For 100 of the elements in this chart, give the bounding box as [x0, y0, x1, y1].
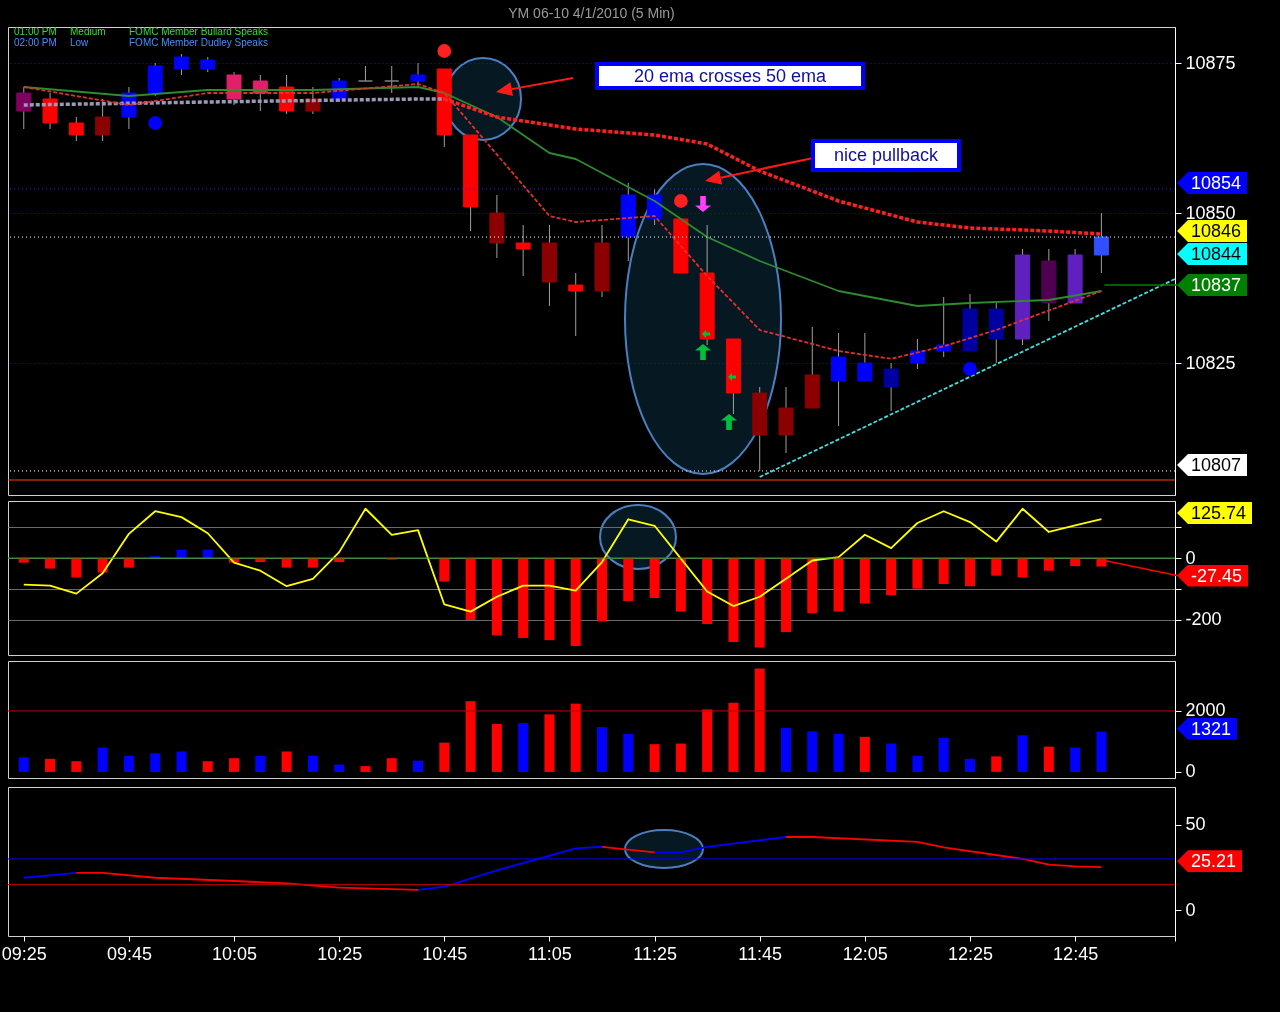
x-tick-label: 10:25 — [317, 943, 363, 964]
annotation: 01:00 PM — [14, 26, 57, 37]
x-tick-label: 12:45 — [1053, 943, 1099, 964]
bar — [71, 761, 82, 772]
candlestick — [857, 332, 873, 382]
bar — [649, 744, 660, 772]
bar — [912, 558, 923, 589]
bar — [675, 558, 686, 612]
bar — [991, 558, 1002, 576]
bar — [544, 558, 555, 641]
bar — [675, 743, 686, 772]
point — [437, 44, 452, 58]
bar — [649, 558, 660, 598]
bar — [150, 753, 161, 772]
bar — [1017, 735, 1028, 772]
x-tick-label: 11:05 — [528, 943, 572, 964]
y-tick-label: 0 — [1185, 899, 1196, 920]
bar — [518, 558, 529, 638]
bar — [597, 558, 608, 622]
x-tick-label: 11:45 — [738, 943, 783, 964]
bar — [1017, 558, 1028, 578]
y-tick-label: 10825 — [1185, 352, 1236, 373]
line-series — [22, 507, 1103, 613]
ref-line-label: 10846 — [1177, 220, 1248, 242]
bar — [255, 755, 266, 772]
bar — [491, 724, 502, 772]
bar — [1096, 731, 1107, 772]
bar — [833, 558, 844, 612]
chart-title: YM 06-10 4/1/2010 (5 Min) — [508, 5, 675, 21]
bar — [413, 760, 424, 772]
bar — [491, 558, 502, 636]
bar — [97, 747, 108, 772]
candlestick — [42, 92, 58, 130]
bar — [754, 668, 765, 772]
bar — [439, 742, 450, 772]
annotation: FOMC Member Bullard Speaks — [129, 26, 268, 37]
candlestick — [95, 98, 111, 142]
x-tick-label: 12:05 — [842, 943, 888, 964]
candlestick — [384, 65, 400, 94]
point — [963, 362, 977, 376]
bar — [281, 751, 292, 772]
candlestick — [357, 65, 373, 82]
bar — [518, 723, 529, 772]
bar — [702, 558, 713, 625]
bar — [623, 558, 634, 602]
bar — [123, 755, 134, 772]
text: 125.74 — [1177, 502, 1253, 525]
candlestick — [68, 116, 84, 142]
candlestick — [1093, 212, 1109, 274]
point — [673, 194, 688, 208]
text: 1321 — [1177, 717, 1238, 740]
annotation: 02:00 PM — [14, 37, 57, 48]
annotation: Medium — [70, 26, 106, 37]
bar — [202, 761, 213, 772]
y-tick-label: 10850 — [1185, 202, 1236, 223]
bar — [570, 558, 581, 647]
bar — [281, 558, 292, 568]
candlestick — [410, 62, 426, 88]
candlestick — [831, 332, 847, 427]
annotation: 10837 — [1177, 274, 1248, 296]
bar — [859, 558, 870, 604]
text: 10844 — [1177, 243, 1248, 265]
bar — [1043, 746, 1054, 772]
candlestick — [936, 296, 952, 358]
x-tick-label: 12:25 — [947, 943, 994, 964]
bar — [964, 558, 975, 587]
bar — [123, 558, 134, 568]
bar — [754, 558, 765, 648]
x-tick-label: 09:45 — [106, 943, 152, 964]
y-tick-label: 50 — [1185, 814, 1206, 835]
bar — [570, 703, 581, 772]
bar — [938, 558, 949, 585]
ref-line-label: 10854 — [1177, 172, 1248, 194]
candlestick — [16, 86, 32, 130]
bar — [229, 758, 240, 772]
bar — [859, 736, 870, 772]
bar — [465, 701, 476, 772]
bar — [307, 558, 318, 568]
bar — [728, 702, 739, 772]
bar — [781, 728, 791, 772]
candlestick — [173, 53, 189, 76]
point — [148, 116, 163, 130]
bar — [465, 558, 476, 620]
bar — [439, 558, 450, 582]
text: 25.21 — [1177, 850, 1243, 873]
bar — [702, 709, 713, 772]
x-tick-label: 09:25 — [1, 943, 47, 964]
bar — [334, 764, 345, 772]
x-tick-label: 10:05 — [212, 943, 258, 964]
bar — [386, 758, 397, 772]
bar — [912, 755, 923, 772]
bar — [964, 758, 975, 772]
x-tick-label: 11:25 — [633, 943, 677, 964]
bar — [991, 756, 1002, 772]
candlestick — [909, 338, 925, 370]
bar — [807, 558, 818, 614]
candlestick — [568, 272, 584, 337]
bar — [45, 558, 56, 569]
bar — [45, 758, 56, 772]
y-tick-label: 10875 — [1185, 52, 1236, 73]
